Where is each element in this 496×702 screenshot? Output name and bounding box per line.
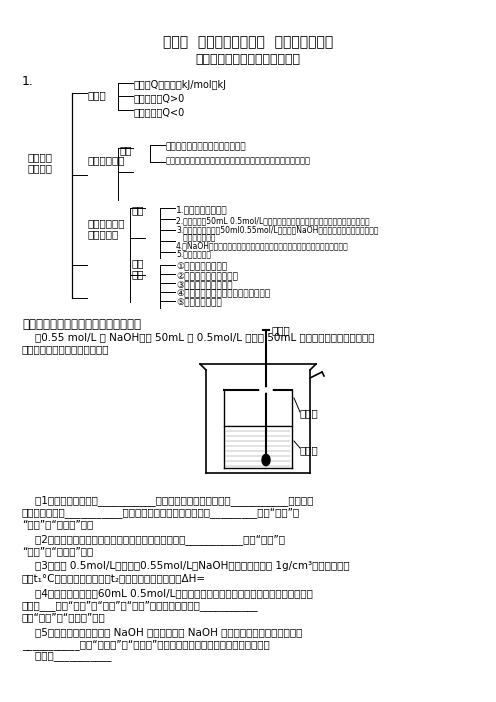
Text: 步骤: 步骤 bbox=[131, 205, 143, 215]
Text: 误差: 误差 bbox=[131, 258, 143, 268]
Text: 关键: 关键 bbox=[120, 145, 132, 155]
Text: 4.把NaOH溶液一次倒入，盖好容器，搞拌，测出反应后的最高温度，进行记录: 4.把NaOH溶液一次倒入，盖好容器，搞拌，测出反应后的最高温度，进行记录 bbox=[176, 241, 349, 250]
Text: （1）该装置的名称是___________，装置中缺少的一种仪器是___________，装置中: （1）该装置的名称是___________，装置中缺少的一种仪器是_______… bbox=[22, 495, 313, 506]
Text: 吸热反应：Q<0: 吸热反应：Q<0 bbox=[134, 107, 185, 117]
Text: 第一节  化学反应的热效应  教案（鲁科版）: 第一节 化学反应的热效应 教案（鲁科版） bbox=[163, 35, 333, 49]
Text: ①溶液的浓度不准确: ①溶液的浓度不准确 bbox=[176, 262, 227, 271]
Text: 的热量___（填“增多”、“减少”或“相等”），测得的中和热___________: 的热量___（填“增多”、“减少”或“相等”），测得的中和热__________… bbox=[22, 600, 258, 611]
Text: 仪器：量热计: 仪器：量热计 bbox=[88, 155, 125, 165]
Text: ④温度未到达最高点就停止观察温度计: ④温度未到达最高点就停止观察温度计 bbox=[176, 289, 270, 298]
Text: 符号为Q，单位为kJ/mol或kJ: 符号为Q，单位为kJ/mol或kJ bbox=[134, 80, 227, 90]
Text: （3）假定 0.5mol/L的盐酸和0.55mol/L的NaOH溶液的密度都是 1g/cm³，反应前的温: （3）假定 0.5mol/L的盐酸和0.55mol/L的NaOH溶液的密度都是 … bbox=[22, 561, 350, 571]
Text: 3.用另一个量筒量占50ml0.55mol/L（过量）NaOH溶液，并用干净的温度计测量: 3.用另一个量筒量占50ml0.55mol/L（过量）NaOH溶液，并用干净的温… bbox=[176, 225, 378, 234]
Text: （5）实验中，将盐酸倒入 NaOH 溶液中，或将 NaOH 溶液倒入盐酸中，对实验结果: （5）实验中，将盐酸倒入 NaOH 溶液中，或将 NaOH 溶液倒入盐酸中，对实… bbox=[22, 627, 303, 637]
Text: 硬纸板: 硬纸板 bbox=[300, 408, 319, 418]
Text: ③量热计的隔热效果差: ③量热计的隔热效果差 bbox=[176, 280, 233, 289]
Text: 应热的测定: 应热的测定 bbox=[88, 229, 119, 239]
Text: ⑤不做重复实验等: ⑤不做重复实验等 bbox=[176, 298, 222, 307]
Text: 理由是___________: 理由是___________ bbox=[22, 651, 112, 661]
Text: 反应和测定中和反应的反应热。: 反应和测定中和反应的反应热。 bbox=[22, 344, 110, 354]
Text: 温度，进行记录: 温度，进行记录 bbox=[176, 233, 215, 242]
Text: 还存在的错误有___________，这种错误会造成最高温度读数_________（填“偏大”、: 还存在的错误有___________，这种错误会造成最高温度读数________… bbox=[22, 507, 300, 518]
Text: （填“相同”或“不相同”）。: （填“相同”或“不相同”）。 bbox=[22, 612, 106, 622]
Text: 聚苯条: 聚苯条 bbox=[300, 445, 319, 455]
Text: 厖0.55 mol/L 的 NaOH溶液 50mL 与 0.5mol/L 的盐酸 50mL 置于下图所示的装置中进行: 厖0.55 mol/L 的 NaOH溶液 50mL 与 0.5mol/L 的盐酸… bbox=[22, 332, 374, 342]
Text: 温度计: 温度计 bbox=[272, 325, 291, 335]
Text: 【例１】根据中和热的测定实验填空。: 【例１】根据中和热的测定实验填空。 bbox=[22, 318, 141, 331]
Text: 因素: 因素 bbox=[131, 269, 143, 279]
Text: 放热反应：Q>0: 放热反应：Q>0 bbox=[134, 93, 185, 103]
Text: 5.重复两次实验: 5.重复两次实验 bbox=[176, 249, 211, 258]
Text: 准确：试剂浓度、溶液的体积、反应前的温度和反应后的最高温度: 准确：试剂浓度、溶液的体积、反应前的温度和反应后的最高温度 bbox=[166, 156, 311, 165]
Text: 1.: 1. bbox=[22, 75, 34, 88]
Text: 中和反应的反: 中和反应的反 bbox=[88, 218, 125, 228]
Circle shape bbox=[262, 454, 270, 465]
Text: （2）大烧杠杯口若不盖硬纸板，测得的中和热的数値___________（填“偏大”、: （2）大烧杠杯口若不盖硬纸板，测得的中和热的数値___________（填“偏大… bbox=[22, 534, 285, 545]
Text: 山东省安丘市实验中学：周月明: 山东省安丘市实验中学：周月明 bbox=[195, 53, 301, 66]
Text: ___________（填“有影响”或“无影响”）。这两液体快速混合好还是慢混合好？: ___________（填“有影响”或“无影响”）。这两液体快速混合好还是慢混合… bbox=[22, 639, 270, 650]
Text: ②量取溶液的体积不准确: ②量取溶液的体积不准确 bbox=[176, 271, 238, 280]
Text: “偏小”或“无影响”）。: “偏小”或“无影响”）。 bbox=[22, 519, 93, 529]
Text: （4）实验中，若改用60mL 0.5mol/L的盐酸进行实验，与上述实验结果相比比，则放出: （4）实验中，若改用60mL 0.5mol/L的盐酸进行实验，与上述实验结果相比… bbox=[22, 588, 313, 598]
Text: 2.用量筒量占50mL 0.5mol/L的盐酸，倒入烧杠中，用温度计测量温度，进行记录: 2.用量筒量占50mL 0.5mol/L的盐酸，倒入烧杠中，用温度计测量温度，进… bbox=[176, 216, 370, 225]
Text: 的反应热: 的反应热 bbox=[28, 163, 53, 173]
Text: “偏小”或“无影响”）。: “偏小”或“无影响”）。 bbox=[22, 546, 93, 556]
Text: 度为t₁°C，反应后最高温度为t₂，则中和热的计算式是ΔH=: 度为t₁°C，反应后最高温度为t₂，则中和热的计算式是ΔH= bbox=[22, 573, 206, 583]
Text: 反应热: 反应热 bbox=[88, 90, 107, 100]
Text: 化学反应: 化学反应 bbox=[28, 152, 53, 162]
Text: 隔热：盖差盖严，试剂加入要迅速: 隔热：盖差盖严，试剂加入要迅速 bbox=[166, 142, 247, 151]
Text: 1.选择合适的量热计: 1.选择合适的量热计 bbox=[176, 205, 228, 214]
